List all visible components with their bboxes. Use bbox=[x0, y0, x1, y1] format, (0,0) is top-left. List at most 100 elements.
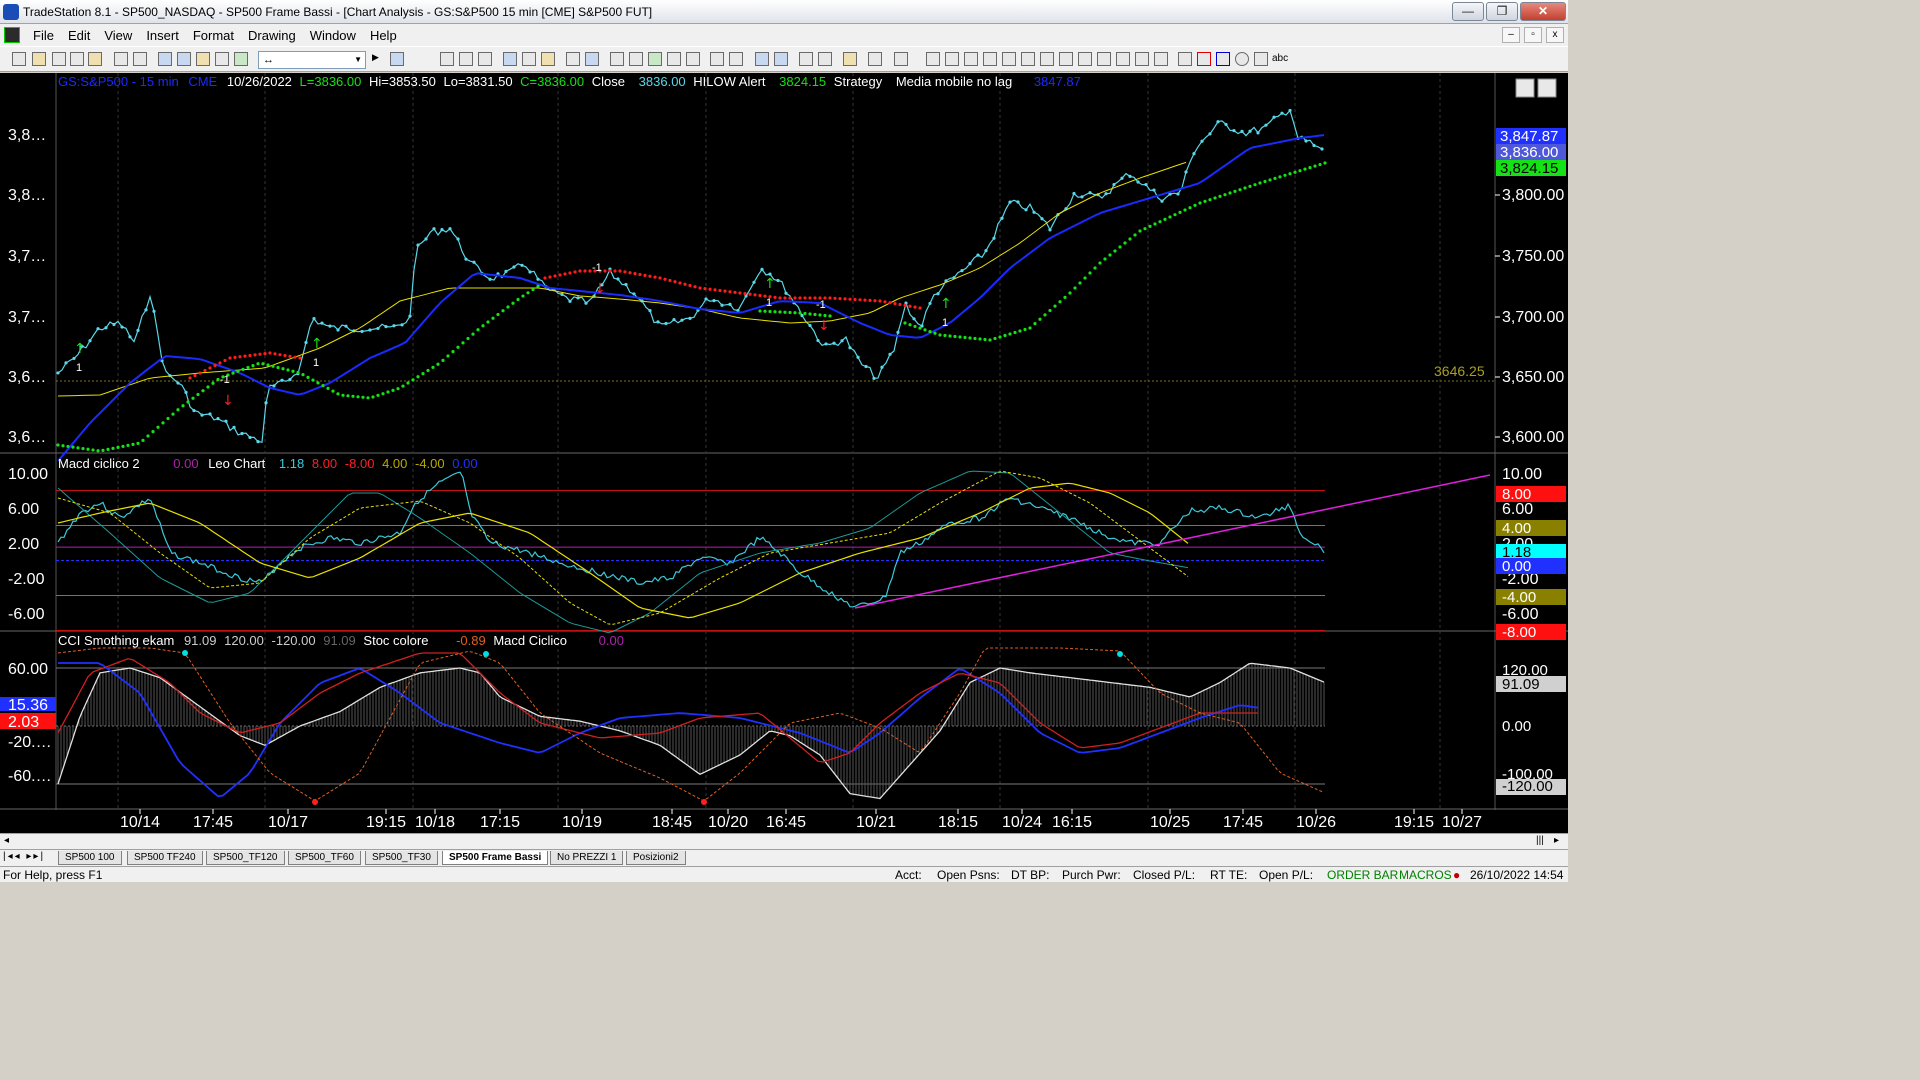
parallel-icon[interactable] bbox=[1116, 52, 1130, 66]
price-point bbox=[1120, 176, 1124, 180]
macd-v6: -4.00 bbox=[415, 456, 445, 471]
scroll-left-icon[interactable]: ◂ bbox=[4, 835, 10, 846]
mdi-minimize-button[interactable]: – bbox=[1502, 27, 1520, 43]
tab-nav-arrows-icon[interactable]: |◂◂ ▸▸| bbox=[3, 851, 46, 862]
status-macros[interactable]: MACROS bbox=[1399, 868, 1452, 882]
tradestation-app-icon bbox=[3, 3, 19, 20]
mdi-restore-button[interactable]: ▫ bbox=[1524, 27, 1542, 43]
indicator-icon[interactable] bbox=[503, 52, 517, 66]
price-point bbox=[1280, 111, 1284, 115]
tab-sp500-tf240[interactable]: SP500 TF240 bbox=[127, 851, 203, 865]
chart-window-icon[interactable] bbox=[4, 27, 20, 43]
gann-icon[interactable] bbox=[1040, 52, 1054, 66]
format-icon[interactable] bbox=[566, 52, 580, 66]
chart-canvas[interactable]: 3,8… 3,8… 3,7… 3,7… 3,6… 3,6… 3,800.00 3,750.00… bbox=[0, 73, 1568, 833]
fib-icon[interactable] bbox=[1021, 52, 1035, 66]
arrow-down-red-icon[interactable] bbox=[1197, 52, 1211, 66]
pen-icon[interactable] bbox=[1154, 52, 1168, 66]
save-icon[interactable] bbox=[114, 52, 128, 66]
ellipse-icon[interactable] bbox=[1235, 52, 1249, 66]
eraser-icon[interactable] bbox=[894, 52, 908, 66]
point-figure-icon[interactable] bbox=[686, 52, 700, 66]
hilow-dot-red bbox=[918, 306, 922, 310]
arc-icon[interactable] bbox=[1002, 52, 1016, 66]
menu-view[interactable]: View bbox=[104, 27, 133, 43]
hilow-dot-green bbox=[913, 324, 917, 329]
pointer-icon[interactable] bbox=[799, 52, 813, 66]
menu-drawing[interactable]: Drawing bbox=[248, 27, 296, 43]
open-icon[interactable] bbox=[32, 52, 46, 66]
window-link-icon[interactable] bbox=[585, 52, 599, 66]
time-axis-label: 10/18 bbox=[415, 814, 455, 831]
zoom-in-icon[interactable] bbox=[755, 52, 769, 66]
regression-icon[interactable] bbox=[1135, 52, 1149, 66]
zoom-out-icon[interactable] bbox=[774, 52, 788, 66]
bar-chart-icon[interactable] bbox=[610, 52, 624, 66]
new-icon[interactable] bbox=[12, 52, 26, 66]
ohlc-icon[interactable] bbox=[667, 52, 681, 66]
chart-analysis-window[interactable]: 3,8… 3,8… 3,7… 3,7… 3,6… 3,6… 3,800.00 3,750.00… bbox=[0, 73, 1568, 833]
compress-icon[interactable] bbox=[729, 52, 743, 66]
hilow-dot-green bbox=[1198, 201, 1202, 205]
menu-edit[interactable]: Edit bbox=[67, 27, 91, 43]
menu-help[interactable]: Help bbox=[369, 27, 397, 43]
horizontal-scrollbar[interactable]: ◂ ||| ▸ bbox=[0, 833, 1568, 849]
tab-posizioni2[interactable]: Posizioni2 bbox=[626, 851, 686, 865]
menu-file[interactable]: File bbox=[33, 27, 54, 43]
tab-sp500-tf30[interactable]: SP500_TF30 bbox=[365, 851, 438, 865]
tab-sp500-frame-bassi[interactable]: SP500 Frame Bassi bbox=[442, 851, 549, 865]
maximize-button[interactable]: ❐ bbox=[1486, 2, 1518, 21]
menu-insert[interactable]: Insert bbox=[146, 27, 179, 43]
tab-sp500-tf60[interactable]: SP500_TF60 bbox=[288, 851, 361, 865]
scale-icon[interactable] bbox=[710, 52, 724, 66]
line-chart-icon[interactable] bbox=[629, 52, 643, 66]
speed-lines-icon[interactable] bbox=[1059, 52, 1073, 66]
rectangle-icon[interactable] bbox=[1254, 52, 1268, 66]
menu-window[interactable]: Window bbox=[309, 27, 356, 43]
network-icon[interactable] bbox=[234, 52, 248, 66]
andrews-icon[interactable] bbox=[1078, 52, 1092, 66]
workspace-icon[interactable] bbox=[158, 52, 172, 66]
analysis-icon[interactable] bbox=[541, 52, 555, 66]
candle-icon[interactable] bbox=[648, 52, 662, 66]
hilow-dot-red bbox=[208, 366, 212, 370]
crosshair-icon[interactable] bbox=[818, 52, 832, 66]
lock-icon[interactable] bbox=[196, 52, 210, 66]
tools-icon[interactable] bbox=[843, 52, 857, 66]
trendline-icon[interactable] bbox=[926, 52, 940, 66]
tab-sp500-tf120[interactable]: SP500_TF120 bbox=[206, 851, 285, 865]
tab-sp500-100[interactable]: SP500 100 bbox=[58, 851, 122, 865]
text-tool-icon[interactable]: abc bbox=[1272, 53, 1289, 64]
combo-arrow-icon[interactable]: ▶ bbox=[372, 52, 379, 62]
scroll-right-icon[interactable]: ▸ bbox=[1554, 835, 1560, 846]
cursor-combo[interactable]: ↔ bbox=[258, 51, 366, 69]
status-order-bar[interactable]: ORDER BAR bbox=[1327, 868, 1399, 882]
menu-format[interactable]: Format bbox=[192, 27, 234, 43]
radar-icon[interactable] bbox=[459, 52, 473, 66]
folder-icon[interactable] bbox=[88, 52, 102, 66]
matrix-icon[interactable] bbox=[478, 52, 492, 66]
close-button[interactable]: ✕ bbox=[1520, 2, 1566, 21]
channel-icon[interactable] bbox=[983, 52, 997, 66]
zoom-page-icon[interactable] bbox=[390, 52, 404, 66]
arrow-up-blue-icon[interactable] bbox=[1216, 52, 1230, 66]
curve-icon[interactable] bbox=[1178, 52, 1192, 66]
horizontal-lines-icon[interactable] bbox=[964, 52, 978, 66]
copy-icon[interactable] bbox=[52, 52, 66, 66]
paste-icon[interactable] bbox=[70, 52, 84, 66]
vertical-lines-icon[interactable] bbox=[945, 52, 959, 66]
strategy-icon[interactable] bbox=[522, 52, 536, 66]
hilow-dot-green bbox=[166, 416, 170, 421]
minimize-button[interactable]: — bbox=[1452, 2, 1484, 21]
page-setup-icon[interactable] bbox=[177, 52, 191, 66]
arrow-both-icon[interactable] bbox=[1097, 52, 1111, 66]
scroll-thumb-icon[interactable]: ||| bbox=[1536, 835, 1544, 846]
tab-no-prezzi-1[interactable]: No PREZZI 1 bbox=[550, 851, 624, 865]
data-window-icon[interactable] bbox=[868, 52, 882, 66]
chart-icon[interactable] bbox=[440, 52, 454, 66]
print-icon[interactable] bbox=[133, 52, 147, 66]
keyboard-icon[interactable] bbox=[215, 52, 229, 66]
mdi-close-button[interactable]: x bbox=[1546, 27, 1564, 43]
hilow-dot-green bbox=[336, 392, 340, 396]
price-point bbox=[288, 377, 292, 382]
